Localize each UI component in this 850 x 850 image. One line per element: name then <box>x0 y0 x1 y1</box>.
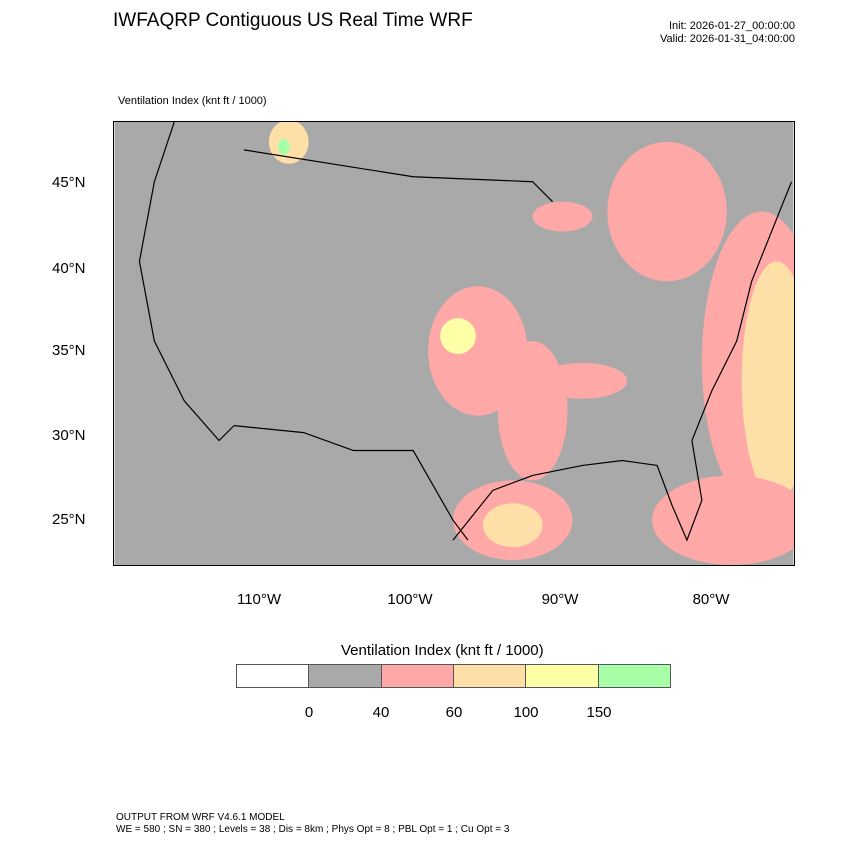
colorbar-title: Ventilation Index (knt ft / 1000) <box>341 642 544 659</box>
colorbar-label: 60 <box>445 704 463 721</box>
border-canada <box>243 149 553 203</box>
lon-label: 100°W <box>387 591 433 608</box>
colorbar-label: 100 <box>513 704 539 721</box>
colorbar-box <box>598 665 670 687</box>
shade-region <box>440 318 476 354</box>
lat-label: 35°N <box>52 342 86 359</box>
ventilation-shading <box>268 122 794 565</box>
lon-label: 90°W <box>541 591 579 608</box>
colorbar-label: 150 <box>586 704 612 721</box>
lat-label: 25°N <box>52 511 86 528</box>
shade-region <box>277 138 290 155</box>
lon-label: 110°W <box>236 591 282 608</box>
shade-region <box>497 341 568 481</box>
border-mexico <box>233 425 469 541</box>
colorbar-box <box>309 665 382 687</box>
shade-region <box>482 503 543 548</box>
shade-region <box>537 362 628 399</box>
colorbar-box <box>237 665 310 687</box>
footer-config: WE = 580 ; SN = 380 ; Levels = 38 ; Dis … <box>116 824 510 835</box>
colorbar-label: 40 <box>372 704 390 721</box>
shade-region <box>652 475 794 565</box>
colorbar-box <box>381 665 454 687</box>
colorbar-label: 0 <box>304 704 314 721</box>
plot-title: IWFAQRP Contiguous US Real Time WRF <box>113 10 473 31</box>
shade-region <box>607 141 727 282</box>
lat-label: 30°N <box>52 427 86 444</box>
boundaries <box>138 122 793 542</box>
colorbar-box <box>453 665 527 687</box>
colorbar-box <box>526 665 599 687</box>
coastline-east <box>452 181 793 542</box>
field-subtitle: Ventilation Index (knt ft / 1000) <box>118 95 267 107</box>
shade-region <box>532 201 593 232</box>
valid-time: Valid: 2026-01-31_04:00:00 <box>660 33 795 45</box>
colorbar <box>236 664 671 688</box>
map-plot <box>113 121 795 566</box>
footer-model: OUTPUT FROM WRF V4.6.1 MODEL <box>116 812 285 823</box>
shade-region <box>741 261 794 501</box>
lat-label: 40°N <box>52 260 86 277</box>
init-time: Init: 2026-01-27_00:00:00 <box>669 20 795 32</box>
lon-label: 80°W <box>692 591 730 608</box>
coastline-west <box>138 122 235 442</box>
lat-label: 45°N <box>52 174 86 191</box>
